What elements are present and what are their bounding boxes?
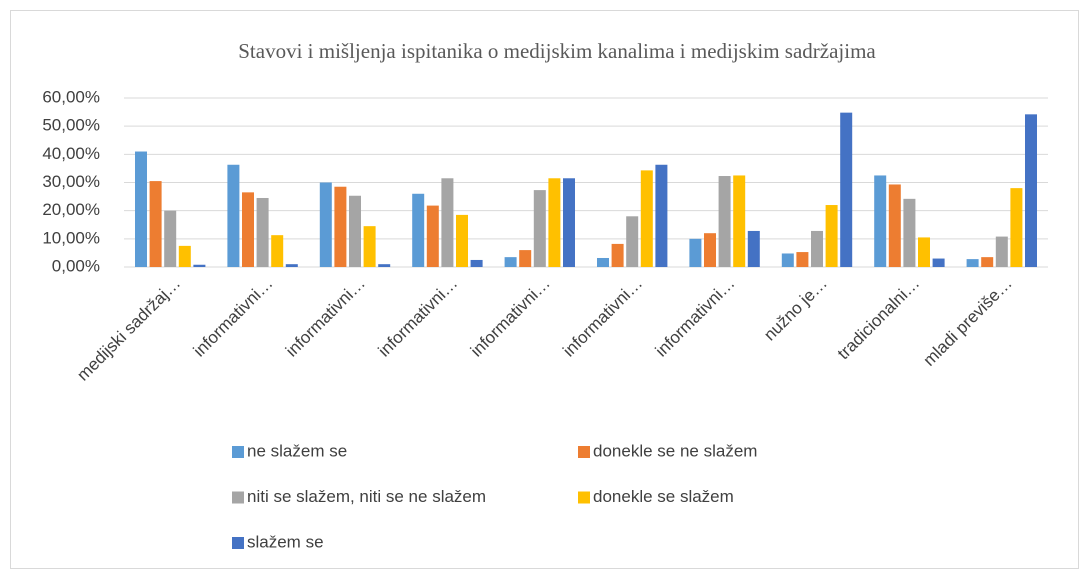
bar: [932, 258, 945, 267]
y-tick-label: 20,00%: [42, 200, 100, 219]
bar: [626, 216, 639, 267]
bar: [874, 175, 887, 267]
chart-border: [10, 10, 1079, 569]
y-tick-label: 10,00%: [42, 228, 100, 247]
bar: [519, 250, 532, 267]
legend-swatch: [232, 537, 244, 549]
bar: [164, 210, 177, 267]
bar: [903, 198, 916, 267]
y-tick-label: 60,00%: [42, 87, 100, 106]
bar: [412, 193, 425, 267]
bar: [640, 170, 653, 267]
bar: [689, 238, 702, 267]
bar: [227, 164, 240, 267]
legend-swatch: [578, 491, 590, 504]
bar: [363, 226, 376, 267]
bar: [918, 237, 930, 267]
bar: [597, 257, 609, 267]
bar: [256, 197, 269, 267]
bar: [135, 151, 147, 267]
legend-label: donekle se ne slažem: [593, 441, 757, 460]
bar: [470, 259, 483, 267]
bar: [995, 236, 1008, 267]
bar: [193, 264, 206, 267]
bar: [747, 230, 760, 267]
bar: [178, 245, 191, 267]
bar: [796, 252, 809, 267]
bar: [811, 230, 823, 267]
bar: [966, 259, 979, 267]
y-tick-label: 40,00%: [42, 144, 100, 163]
legend-label: ne slažem se: [247, 441, 347, 460]
bar: [781, 253, 794, 267]
bar: [378, 264, 391, 267]
bar: [456, 214, 468, 267]
bar: [563, 178, 575, 267]
bar: [1025, 114, 1037, 267]
bar: [504, 257, 517, 267]
bar: [271, 235, 284, 267]
bar: [655, 164, 668, 267]
bar: [533, 190, 546, 267]
legend-label: donekle se slažem: [593, 487, 734, 506]
y-tick-label: 0,00%: [52, 256, 100, 275]
bar: [242, 192, 254, 267]
bar: [825, 205, 838, 267]
bar: [349, 195, 361, 267]
bar: [548, 178, 561, 267]
bar: [888, 184, 901, 267]
bar: [285, 264, 298, 267]
bar: [426, 205, 439, 267]
bar: [149, 181, 162, 267]
bar: [319, 182, 332, 267]
bar: [733, 175, 746, 267]
y-tick-label: 30,00%: [42, 172, 100, 191]
bar: [704, 233, 716, 267]
legend-label: slažem se: [247, 532, 324, 551]
bar: [718, 176, 731, 267]
bar: [611, 243, 624, 267]
chart-title: Stavovi i mišljenja ispitanika o medijsk…: [238, 39, 876, 63]
bar: [334, 186, 347, 267]
bar: [981, 257, 994, 267]
legend-swatch: [578, 446, 590, 458]
legend-swatch: [232, 446, 244, 458]
legend-label: niti se slažem, niti se ne slažem: [247, 487, 486, 506]
bar: [441, 178, 454, 267]
y-tick-label: 50,00%: [42, 116, 100, 135]
bar: [840, 112, 853, 267]
legend-swatch: [232, 491, 244, 504]
bar: [1010, 188, 1023, 267]
